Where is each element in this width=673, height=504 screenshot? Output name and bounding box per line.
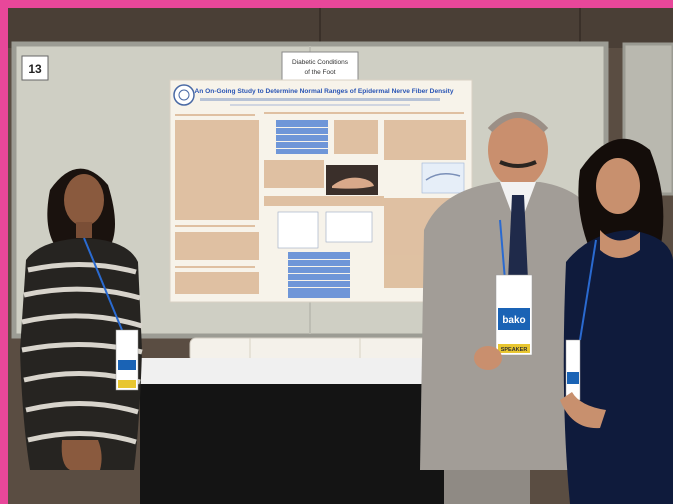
poster-table-4 <box>288 252 350 298</box>
research-poster: An On-Going Study to Determine Normal Ra… <box>169 79 473 303</box>
college-seal-icon <box>173 84 195 106</box>
poster-title: An On-Going Study to Determine Normal Ra… <box>194 88 453 95</box>
poster-table-2 <box>277 211 319 249</box>
badge-ribbon: SPEAKER <box>501 347 528 353</box>
name-badge-right <box>565 339 581 401</box>
poster-table-3 <box>325 211 373 243</box>
board-number-card <box>21 55 49 81</box>
person-right <box>560 138 673 504</box>
board-number: 13 <box>28 62 42 76</box>
category-label-line2: of the Foot <box>304 69 335 76</box>
category-label-line1: Diabetic Conditions <box>292 59 349 66</box>
badge-brand: bako <box>502 315 525 326</box>
person-left <box>20 168 143 470</box>
